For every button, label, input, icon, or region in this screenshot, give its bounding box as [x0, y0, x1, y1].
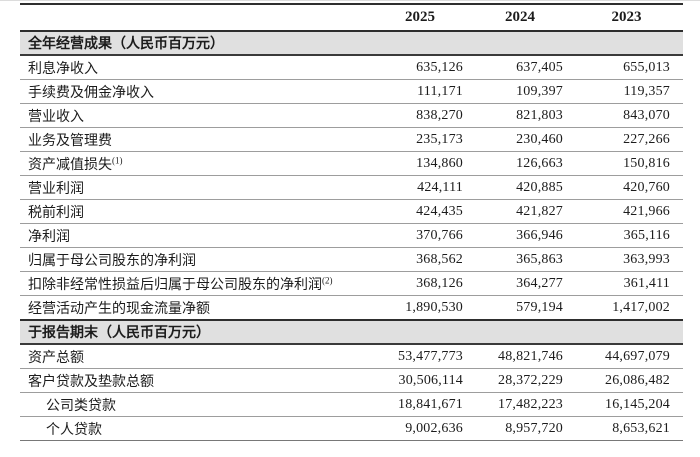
row-value: 48,821,746 — [470, 344, 570, 369]
row-value: 424,435 — [370, 199, 470, 224]
row-value: 8,653,621 — [570, 416, 683, 441]
row-value: 635,126 — [370, 55, 470, 80]
row-label: 税前利润 — [20, 199, 370, 224]
footnote-marker: (2) — [322, 274, 333, 285]
table-row: 营业收入 838,270 821,803 843,070 — [20, 103, 683, 128]
page-top-hairline — [0, 0, 700, 1]
table-row: 资产总额 53,477,773 48,821,746 44,697,079 — [20, 344, 683, 369]
row-value: 421,966 — [570, 199, 683, 224]
section-header-operating-results: 全年经营成果（人民币百万元） — [20, 30, 683, 56]
row-value: 28,372,229 — [470, 368, 570, 393]
row-value: 420,885 — [470, 175, 570, 200]
year-header-2024: 2024 — [470, 3, 570, 32]
row-value: 368,126 — [370, 271, 470, 296]
row-value: 579,194 — [516, 299, 563, 315]
section-header-period-end: 于报告期末（人民币百万元） — [20, 319, 683, 345]
table-row: 归属于母公司股东的净利润 368,562 365,863 363,993 — [20, 247, 683, 272]
row-value: 18,841,671 — [370, 392, 470, 417]
row-value: 8,957,720 — [470, 416, 570, 441]
table-row: 营业利润 424,111 420,885 420,760 — [20, 175, 683, 200]
row-value: 134,860 — [370, 151, 470, 176]
row-value: 111,171 — [370, 79, 470, 104]
row-value: 1,417,002 — [612, 299, 670, 315]
row-value: 126,663 — [470, 151, 570, 176]
row-value: 16,145,204 — [570, 392, 683, 417]
row-label: 资产总额 — [20, 344, 370, 369]
row-label: 扣除非经常性损益后归属于母公司股东的净利润(2) — [20, 271, 370, 296]
row-value: 363,993 — [570, 247, 683, 272]
section-header-label: 于报告期末（人民币百万元） — [20, 319, 683, 345]
row-label: 客户贷款及垫款总额 — [20, 368, 370, 393]
row-value: 843,070 — [570, 103, 683, 128]
row-label: 个人贷款 — [20, 416, 370, 441]
row-value: 44,697,079 — [570, 344, 683, 369]
table-row: 客户贷款及垫款总额 30,506,114 28,372,229 26,086,4… — [20, 368, 683, 393]
row-label: 归属于母公司股东的净利润 — [20, 247, 370, 272]
row-value: 364,277 — [470, 271, 570, 296]
table-row: 资产减值损失(1) 134,860 126,663 150,816 — [20, 151, 683, 176]
table-row: 利息净收入 635,126 637,405 655,013 — [20, 55, 683, 80]
row-label: 营业利润 — [20, 175, 370, 200]
year-header-2025: 2025 — [370, 3, 470, 32]
row-value: 119,357 — [570, 79, 683, 104]
footnote-marker: (1) — [112, 154, 123, 165]
row-value: 365,116 — [570, 223, 683, 248]
row-label: 利息净收入 — [20, 55, 370, 80]
row-value: 637,405 — [470, 55, 570, 80]
row-value: 365,863 — [470, 247, 570, 272]
table-row: 税前利润 424,435 421,827 421,966 — [20, 199, 683, 224]
row-value: 109,397 — [470, 79, 570, 104]
row-value: 821,803 — [470, 103, 570, 128]
row-value: 30,506,114 — [370, 368, 470, 393]
row-label: 手续费及佣金净收入 — [20, 79, 370, 104]
row-value: 9,002,636 — [370, 416, 470, 441]
row-label: 资产减值损失(1) — [20, 151, 370, 176]
table-row: 手续费及佣金净收入 111,171 109,397 119,357 — [20, 79, 683, 104]
row-label: 营业收入 — [20, 103, 370, 128]
row-value: 26,086,482 — [570, 368, 683, 393]
section-title: 于报告期末 — [28, 326, 98, 341]
table-row: 经营活动产生的现金流量净额 1,890,530 579,194 1,417,00… — [20, 296, 683, 321]
row-value: 368,562 — [370, 247, 470, 272]
table-row: 个人贷款 9,002,636 8,957,720 8,653,621 — [20, 416, 683, 441]
section-title: 全年经营成果 — [28, 37, 112, 52]
section-unit: （人民币百万元） — [112, 37, 224, 52]
row-label: 业务及管理费 — [20, 127, 370, 152]
row-value: 53,477,773 — [370, 344, 470, 369]
row-label: 净利润 — [20, 223, 370, 248]
row-value: 424,111 — [370, 175, 470, 200]
table-row: 净利润 370,766 366,946 365,116 — [20, 223, 683, 248]
row-value: 420,760 — [570, 175, 683, 200]
year-header-row: 2025 2024 2023 — [20, 3, 683, 32]
section-unit: （人民币百万元） — [98, 326, 210, 341]
row-value: 421,827 — [470, 199, 570, 224]
row-value: 366,946 — [470, 223, 570, 248]
table-row: 扣除非经常性损益后归属于母公司股东的净利润(2) 368,126 364,277… — [20, 271, 683, 296]
row-label: 公司类贷款 — [20, 392, 370, 417]
row-value: 361,411 — [570, 271, 683, 296]
row-value: 838,270 — [370, 103, 470, 128]
row-value: 230,460 — [470, 127, 570, 152]
row-label: 经营活动产生的现金流量净额 — [28, 301, 210, 317]
row-value: 17,482,223 — [470, 392, 570, 417]
row-value: 1,890,530 — [405, 299, 463, 315]
row-value: 655,013 — [570, 55, 683, 80]
section-header-label: 全年经营成果（人民币百万元） — [20, 30, 683, 56]
year-header-2023: 2023 — [570, 3, 683, 32]
row-value: 370,766 — [370, 223, 470, 248]
table-row: 公司类贷款 18,841,671 17,482,223 16,145,204 — [20, 392, 683, 417]
table-row: 业务及管理费 235,173 230,460 227,266 — [20, 127, 683, 152]
year-header-spacer — [20, 3, 370, 32]
financial-summary-table: 2025 2024 2023 全年经营成果（人民币百万元） 利息净收入 635,… — [20, 3, 683, 441]
financial-table: 2025 2024 2023 全年经营成果（人民币百万元） 利息净收入 635,… — [20, 3, 683, 441]
row-value: 235,173 — [370, 127, 470, 152]
row-value: 150,816 — [570, 151, 683, 176]
row-value: 227,266 — [570, 127, 683, 152]
